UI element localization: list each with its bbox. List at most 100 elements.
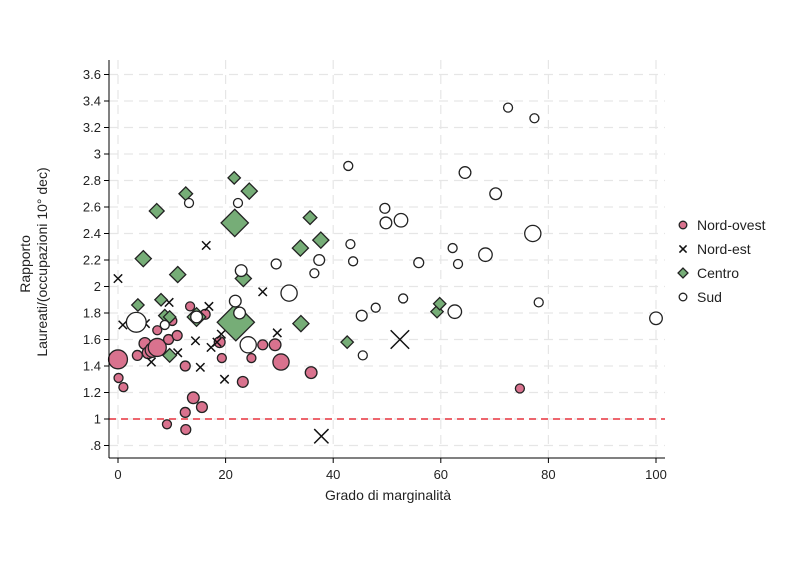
data-point (195, 362, 206, 373)
data-point (452, 258, 464, 270)
legend-marker (678, 244, 688, 254)
legend-label: Nord-est (697, 241, 751, 257)
data-point (272, 328, 282, 338)
x-tick-label: 80 (541, 467, 555, 482)
data-point (280, 284, 298, 302)
data-point (304, 366, 318, 380)
data-point (390, 329, 410, 350)
y-tick-label: 1.4 (83, 359, 101, 374)
legend-item: Nord-est (678, 241, 751, 257)
x-tick-label: 100 (645, 467, 667, 482)
legend-item: Centro (677, 265, 739, 281)
data-point (478, 247, 493, 263)
data-point (228, 294, 242, 308)
y-tick-label: 2 (94, 279, 101, 294)
data-point (309, 268, 320, 279)
data-point (195, 401, 208, 414)
data-point (313, 428, 330, 444)
data-point (184, 301, 196, 312)
legend-marker (678, 220, 688, 230)
data-point (345, 238, 356, 250)
data-point (179, 406, 191, 418)
legend-marker (677, 267, 689, 279)
y-tick-label: .8 (90, 438, 101, 453)
y-tick-label: 1.6 (83, 332, 101, 347)
legend-item: Sud (678, 289, 722, 305)
data-point (343, 160, 354, 172)
data-point (272, 353, 290, 371)
data-point (113, 372, 124, 384)
y-axis-title-line-2: Laureati/(occupazioni 10° dec) (34, 167, 50, 356)
data-point (125, 311, 147, 333)
data-point (232, 197, 244, 209)
data-point (502, 102, 514, 113)
legend: Nord-ovest Nord-est Centro Sud (677, 217, 766, 305)
data-point (118, 320, 128, 330)
data-point (432, 296, 447, 311)
data-point (268, 338, 282, 352)
data-point (183, 197, 195, 209)
data-point (397, 293, 409, 304)
data-point (216, 352, 227, 364)
data-point (239, 336, 257, 354)
y-tick-label: 2.4 (83, 226, 101, 241)
data-point (340, 335, 355, 350)
y-tick-label: 2.8 (83, 173, 101, 188)
data-point (148, 202, 166, 220)
data-point (291, 239, 310, 258)
data-point (180, 423, 192, 436)
series-sud (125, 102, 663, 361)
y-tick-label: 2.6 (83, 200, 101, 215)
y-tick-label: 3.4 (83, 94, 101, 109)
data-point (190, 310, 204, 324)
data-point (134, 249, 153, 268)
data-point (216, 302, 256, 342)
x-axis-title: Grado di marginalità (325, 487, 451, 503)
data-point (227, 170, 242, 185)
y-tick-label: 1 (94, 412, 101, 427)
legend-label: Sud (697, 289, 722, 305)
data-point (524, 224, 542, 243)
data-point (379, 202, 391, 214)
data-point (529, 113, 540, 124)
data-point (447, 242, 458, 254)
data-point (113, 273, 123, 284)
data-point (257, 287, 268, 297)
data-point (219, 374, 230, 384)
data-point (147, 337, 167, 358)
data-point (246, 352, 257, 364)
data-point (152, 325, 163, 336)
data-point (234, 264, 248, 278)
data-point (379, 216, 393, 230)
data-point (313, 253, 326, 267)
data-point (161, 419, 173, 430)
series-nord-ovest (107, 301, 526, 436)
data-point (212, 337, 222, 347)
y-axis-title: Rapporto Laureati/(occupazioni 10° dec) (17, 167, 50, 356)
data-point (179, 360, 191, 372)
data-points (107, 102, 663, 444)
legend-label: Centro (697, 265, 739, 281)
data-point (311, 231, 330, 250)
data-point (240, 182, 259, 201)
data-point (130, 297, 146, 313)
data-point (393, 212, 409, 228)
data-point (131, 349, 143, 361)
data-point (190, 336, 201, 346)
data-point (458, 166, 472, 180)
data-point (201, 240, 211, 251)
data-point (533, 297, 544, 308)
data-point (257, 339, 269, 351)
y-axis-title-line-1: Rapporto (17, 235, 33, 293)
data-point (236, 375, 249, 388)
data-point (220, 208, 250, 238)
y-tick-label: 3.2 (83, 120, 101, 135)
data-point (213, 336, 226, 349)
axes: 0 20 40 60 80 100 .8 1 1.2 1.4 1.6 1.8 2 2.2 2.4 2.6 2.8… (83, 60, 667, 482)
data-point (355, 309, 368, 322)
legend-label: Nord-ovest (697, 217, 766, 233)
data-point (357, 350, 368, 361)
y-tick-label: 1.2 (83, 385, 101, 400)
data-point (153, 292, 169, 307)
